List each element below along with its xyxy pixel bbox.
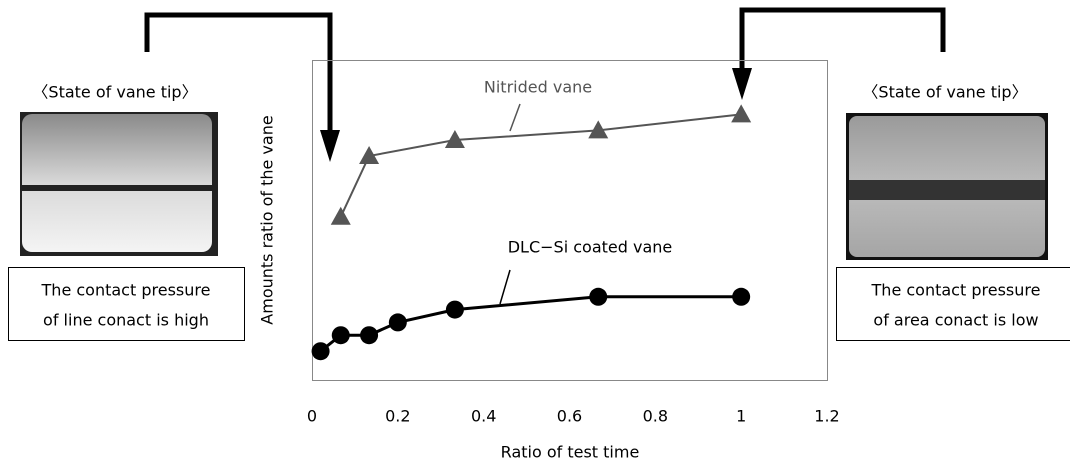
marker: [331, 326, 350, 345]
arrowhead: [320, 130, 340, 162]
caption-box: [836, 267, 1070, 341]
caption-line: The contact pressure: [871, 281, 1041, 300]
series-label: Nitrided vane: [484, 78, 592, 97]
caption-line: The contact pressure: [41, 281, 211, 300]
x-tick-label: 0: [307, 407, 317, 426]
marker: [732, 287, 751, 306]
marker: [388, 313, 407, 332]
caption-box: [8, 267, 245, 341]
marker: [731, 104, 752, 123]
x-tick-label: 1.2: [814, 407, 839, 426]
marker: [589, 287, 608, 306]
marker: [359, 146, 380, 164]
marker: [330, 206, 351, 225]
marker: [445, 300, 464, 319]
x-tick-label: 0.4: [471, 407, 496, 426]
panel-heading: 〈State of vane tip〉: [862, 83, 1027, 102]
arrow: [739, 7, 946, 78]
x-tick-label: 0.8: [643, 407, 668, 426]
x-tick-label: 0.6: [557, 407, 582, 426]
vane-photo: [22, 114, 212, 252]
x-tick-label: 0.2: [385, 407, 410, 426]
marker: [311, 342, 330, 361]
x-axis-label: Ratio of test time: [501, 443, 640, 462]
marker: [588, 120, 609, 139]
plot-area: [312, 60, 828, 381]
arrowhead: [732, 68, 752, 100]
panel-heading: 〈State of vane tip〉: [32, 83, 197, 102]
wear-band: [849, 180, 1045, 200]
arrow: [144, 12, 333, 140]
leader-line: [499, 269, 511, 305]
x-tick-label: 1: [736, 407, 746, 426]
wear-line: [22, 185, 212, 191]
caption-line: of area conact is low: [873, 311, 1038, 330]
series-line: [319, 295, 742, 353]
y-axis-label: Amounts ratio of the vane: [258, 115, 277, 324]
caption-line: of line conact is high: [43, 311, 209, 330]
leader-line: [509, 103, 521, 132]
marker: [360, 326, 379, 345]
marker: [444, 130, 465, 148]
series-line: [339, 113, 742, 218]
series-label: DLC−Si coated vane: [508, 238, 673, 257]
